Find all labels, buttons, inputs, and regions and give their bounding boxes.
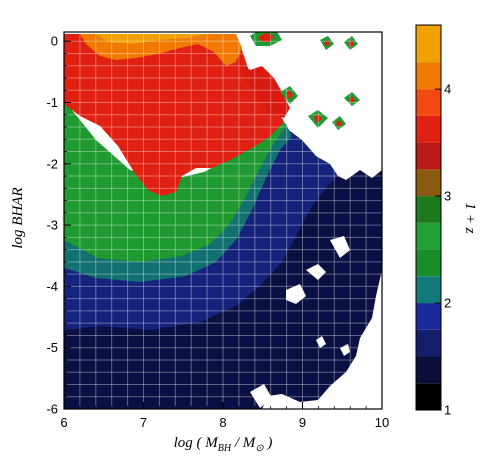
colorbar-band (416, 89, 441, 116)
grid-lines (64, 32, 382, 409)
colorbar-band (416, 142, 441, 170)
upper-right-islands (250, 32, 360, 130)
plot-area (63, 31, 383, 410)
colorbar-band (416, 169, 441, 197)
y-tick-label: -4 (46, 279, 58, 294)
colorbar: 1 2 3 4 1 + z (415, 24, 478, 418)
y-tick-label: -6 (46, 402, 58, 417)
x-tick-label: 8 (219, 415, 226, 430)
colorbar-band (416, 25, 441, 63)
x-axis-ticks: 6 7 8 9 10 (60, 402, 389, 430)
region-peak (96, 34, 206, 44)
y-tick-label: -2 (46, 156, 58, 171)
region-red-tongue (236, 58, 290, 118)
colorbar-band (416, 196, 441, 223)
y-tick-label: -1 (46, 95, 58, 110)
heatmap-regions (64, 32, 382, 409)
y-axis-ticks: 0 -1 -2 -3 -4 -5 -6 (46, 34, 71, 417)
x-axis-label: log ( MBH / M⊙ ) (174, 435, 273, 454)
x-tick-label: 9 (299, 415, 306, 430)
colorbar-band (416, 115, 441, 143)
colorbar-band (416, 383, 441, 410)
x-tick-label: 6 (60, 415, 67, 430)
colorbar-ticks: 1 2 3 4 (435, 82, 451, 418)
colorbar-tick-label: 2 (444, 296, 451, 311)
colorbar-label: 1 + z (462, 203, 478, 234)
colorbar-band (416, 329, 441, 357)
colorbar-band (416, 62, 441, 90)
x-tick-label: 10 (375, 415, 389, 430)
colorbar-tick-label: 3 (444, 189, 451, 204)
y-tick-label: 0 (51, 34, 58, 49)
colorbar-bands (416, 25, 441, 410)
y-tick-label: -3 (46, 218, 58, 233)
colorbar-band (416, 276, 441, 304)
colorbar-tick-label: 4 (444, 82, 451, 97)
colorbar-band (416, 356, 441, 384)
colorbar-band (416, 303, 441, 330)
colorbar-tick-label: 1 (444, 403, 451, 418)
colorbar-frame (415, 24, 442, 411)
y-tick-label: -5 (46, 340, 58, 355)
colorbar-band (416, 249, 441, 277)
colorbar-band (416, 222, 441, 250)
region-red-plateau (64, 34, 284, 196)
x-tick-label: 7 (140, 415, 147, 430)
empty-holes (250, 236, 362, 408)
y-axis-label: log BHAR (10, 187, 26, 248)
